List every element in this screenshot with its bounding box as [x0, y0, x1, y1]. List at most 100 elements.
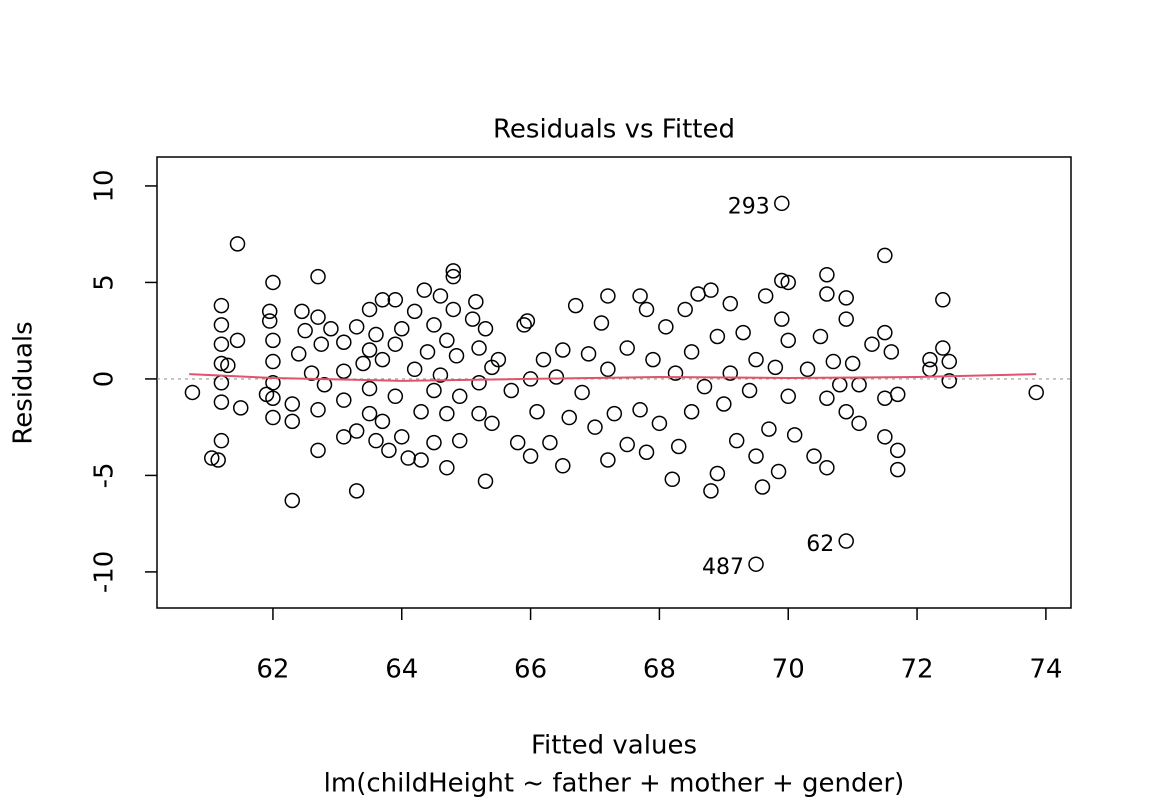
point	[213, 336, 230, 352]
point	[229, 236, 246, 252]
y-tick-label: 0	[90, 371, 120, 388]
labeled-point	[838, 533, 854, 549]
point	[406, 361, 423, 378]
point	[464, 311, 481, 327]
point	[348, 319, 365, 335]
point	[638, 301, 655, 318]
point	[348, 423, 365, 439]
x-tick-label: 74	[1029, 655, 1062, 685]
point	[883, 344, 900, 360]
point	[406, 303, 423, 320]
point	[374, 292, 391, 308]
point	[258, 386, 275, 403]
point	[645, 351, 661, 368]
point	[529, 403, 545, 420]
point	[336, 334, 352, 351]
labeled-point	[748, 556, 764, 572]
point	[844, 355, 861, 372]
point	[213, 432, 230, 449]
point	[261, 303, 278, 320]
x-axis-label: Fitted values	[531, 731, 697, 761]
point	[471, 375, 487, 391]
point	[413, 452, 429, 468]
point	[439, 332, 455, 349]
point	[877, 324, 893, 341]
point	[535, 351, 552, 368]
point	[439, 405, 455, 422]
point	[683, 403, 700, 420]
point	[361, 380, 378, 397]
point	[503, 382, 520, 399]
point	[387, 336, 404, 352]
point	[516, 317, 532, 333]
point	[889, 461, 906, 478]
point	[786, 427, 803, 443]
point	[368, 326, 384, 343]
point	[448, 348, 465, 364]
point	[336, 392, 352, 408]
point	[310, 442, 326, 459]
x-tick-label: 62	[256, 655, 289, 685]
point	[651, 415, 668, 432]
chart-title: Residuals vs Fitted	[493, 115, 735, 145]
x-tick-label: 68	[643, 655, 676, 685]
point	[261, 313, 278, 329]
point	[761, 421, 777, 437]
point	[400, 450, 416, 466]
point	[935, 292, 951, 308]
point	[806, 448, 822, 464]
point	[310, 402, 326, 418]
point	[600, 361, 616, 378]
y-tick-label: -5	[90, 462, 120, 488]
point	[374, 413, 391, 430]
point	[832, 376, 848, 393]
point	[303, 365, 320, 381]
point	[632, 402, 648, 418]
point	[838, 290, 854, 306]
point	[658, 319, 674, 335]
point	[812, 328, 829, 345]
point	[941, 353, 958, 370]
point	[567, 297, 584, 314]
smooth-line	[189, 373, 1037, 382]
point	[677, 301, 693, 318]
point	[445, 301, 462, 318]
x-tick-label: 70	[772, 655, 805, 685]
point	[619, 436, 635, 453]
point-label: 62	[806, 532, 834, 557]
point	[265, 375, 281, 391]
point	[600, 452, 616, 468]
point	[316, 376, 333, 393]
point	[374, 351, 391, 368]
point	[290, 346, 307, 362]
y-tick-label: 5	[90, 274, 120, 291]
point	[232, 400, 249, 416]
point	[323, 321, 339, 337]
point	[935, 340, 951, 356]
point	[310, 268, 326, 285]
point	[213, 375, 230, 391]
point	[555, 458, 571, 474]
point	[519, 313, 536, 329]
point	[877, 247, 893, 264]
point	[284, 413, 301, 430]
point	[313, 336, 329, 352]
point	[220, 357, 236, 374]
point	[838, 403, 854, 420]
point	[426, 434, 442, 451]
point	[468, 293, 484, 310]
point	[722, 295, 739, 312]
point	[203, 450, 220, 466]
point	[381, 442, 397, 459]
y-tick-label: 10	[90, 169, 120, 202]
point	[413, 403, 429, 420]
point	[284, 492, 301, 509]
point	[213, 317, 230, 333]
point	[819, 390, 835, 406]
point	[606, 405, 623, 422]
point	[387, 388, 404, 405]
point	[484, 415, 500, 432]
point	[757, 288, 774, 304]
point	[361, 301, 378, 318]
y-axis-label: Residuals	[9, 321, 39, 444]
